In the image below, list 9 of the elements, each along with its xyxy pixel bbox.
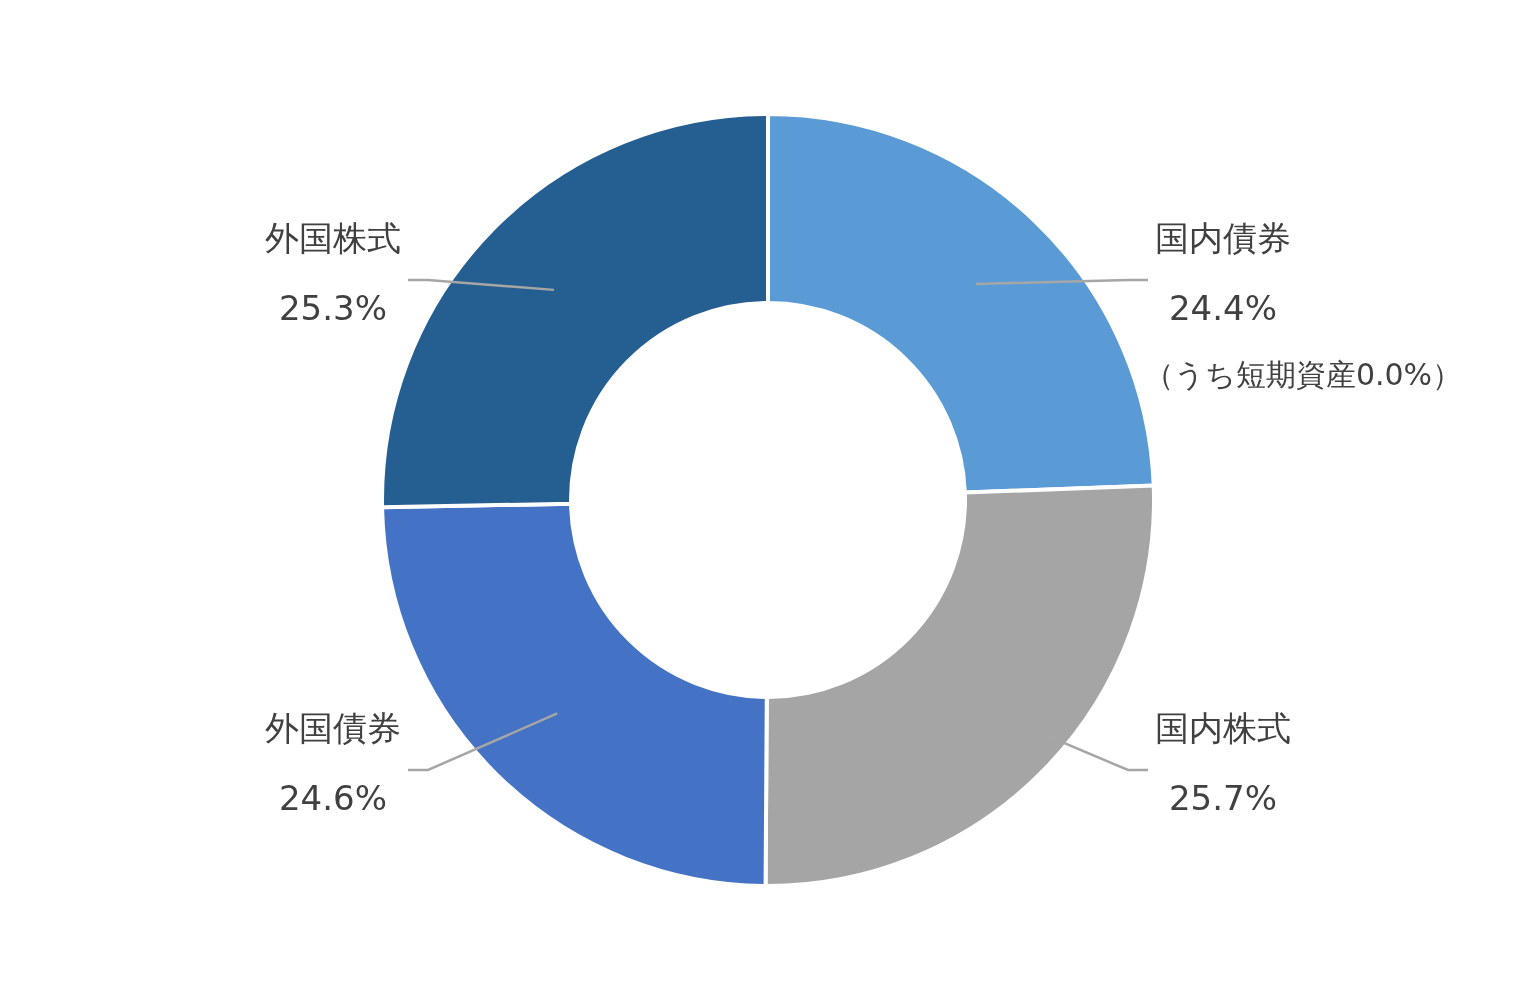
slice-label: 外国株式 — [265, 218, 401, 258]
text: （うち短期資産0.0%） — [1143, 357, 1463, 392]
data-label: 24.4% — [1168, 288, 1278, 328]
data-label: 25.3% — [278, 288, 388, 328]
data-label: 25.7% — [1168, 778, 1278, 818]
slice-label: 国内債券 — [1155, 218, 1291, 258]
data-label: 24.6% — [278, 778, 388, 818]
slice-label: 国内株式 — [1155, 708, 1291, 748]
slice-label: 外国債券 — [265, 708, 401, 748]
